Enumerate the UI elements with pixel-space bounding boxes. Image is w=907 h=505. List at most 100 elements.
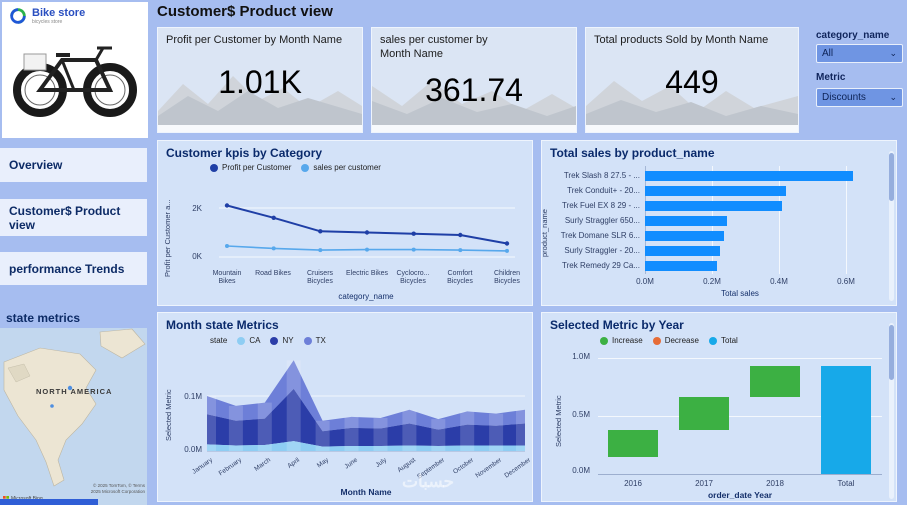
- map-card[interactable]: NORTH AMERICA © 2025 TomTom, © Terms 202…: [0, 328, 147, 505]
- legend-item[interactable]: NY: [270, 336, 294, 345]
- brand-name: Bike store: [32, 7, 86, 19]
- waterfall-bar-2018[interactable]: [750, 366, 800, 397]
- legend-dot: [210, 163, 218, 172]
- legend-item[interactable]: Profit per Customer: [210, 163, 291, 172]
- bar-row[interactable]: Trek Slash 8 27.5 - ...: [547, 168, 887, 183]
- filter-category-label: category_name: [816, 30, 890, 41]
- month-state-legend: state CA NY TX: [210, 336, 326, 345]
- legend-dot: [270, 336, 279, 345]
- nav-item-state-metrics[interactable]: state metrics: [6, 311, 81, 325]
- legend-dot: [708, 336, 717, 345]
- x-tick: 2017: [695, 479, 713, 488]
- bar[interactable]: [645, 200, 783, 211]
- x-category-label: Mountain Bikes: [212, 270, 242, 286]
- kpi-sparkline: [586, 81, 798, 126]
- bar-row[interactable]: Surly Straggler - 20...: [547, 243, 887, 258]
- x-axis-label: Month Name: [340, 487, 392, 497]
- category-dropdown[interactable]: All ⌄: [816, 44, 903, 63]
- chart-title: Total sales by product_name: [550, 146, 715, 160]
- legend-item[interactable]: Total: [708, 336, 738, 345]
- x-tick: Total: [837, 479, 855, 488]
- map-region-label: NORTH AMERICA: [36, 387, 112, 396]
- scrollbar[interactable]: [889, 323, 894, 499]
- kpi-value: 1.01K: [218, 64, 302, 100]
- customer-kpis-card: Customer kpis by Category: [157, 140, 533, 306]
- x-tick: 0.0M: [636, 277, 654, 286]
- x-category-label: Electric Bikes: [345, 270, 388, 277]
- bar[interactable]: [645, 215, 728, 226]
- bar[interactable]: [645, 170, 853, 181]
- kpi-card-total-products[interactable]: Total products Sold by Month Name 449: [585, 27, 799, 133]
- brand-card: Bike store bicycles store: [2, 2, 148, 138]
- legend-dot: [600, 336, 608, 345]
- brand-tagline: bicycles store: [32, 19, 63, 25]
- bar[interactable]: [645, 245, 721, 256]
- chart-title: Customer kpis by Category: [166, 146, 323, 160]
- north-america-map[interactable]: NORTH AMERICA: [0, 328, 147, 505]
- legend-item[interactable]: TX: [303, 336, 326, 345]
- waterfall-bar-2016[interactable]: [608, 430, 658, 457]
- nav-item-overview[interactable]: Overview: [0, 148, 147, 182]
- y-tick: 0.0M: [184, 445, 202, 454]
- legend-item[interactable]: sales per customer: [301, 163, 381, 172]
- chart-title: Selected Metric by Year: [550, 318, 684, 332]
- x-axis-label: order_date Year: [707, 490, 773, 500]
- bar-row[interactable]: Trek Domane SLR 6...: [547, 228, 887, 243]
- customer-kpis-legend: Profit per Customer sales per customer: [210, 163, 381, 172]
- x-tick: 0.4M: [770, 277, 788, 286]
- kpi-value: 361.74: [425, 72, 523, 108]
- brand-swirl-icon: [10, 8, 26, 24]
- bar-row[interactable]: Trek Remedy 29 Ca...: [547, 258, 887, 273]
- bar[interactable]: [645, 230, 724, 241]
- y-tick: 0.0M: [572, 466, 590, 475]
- bar[interactable]: [645, 260, 718, 271]
- waterfall-bar-total[interactable]: [821, 366, 871, 474]
- total-sales-plot[interactable]: Trek Slash 8 27.5 - ... Trek Conduit+ - …: [547, 168, 887, 273]
- kpi-sparkline: [158, 76, 362, 126]
- waterfall-bar-2017[interactable]: [679, 397, 729, 430]
- y-tick: 1.0M: [572, 352, 590, 361]
- y-axis-label: Selected Metric: [164, 389, 173, 441]
- chevron-down-icon: ⌄: [889, 92, 897, 102]
- legend-dot: [237, 336, 246, 345]
- x-category-label: Cruisers Bicycles: [306, 270, 334, 286]
- y-tick: 0.1M: [184, 392, 202, 401]
- legend-item[interactable]: Decrease: [652, 336, 699, 345]
- x-tick: 0.6M: [837, 277, 855, 286]
- y-axis-label: Selected Metric: [554, 395, 563, 447]
- scrollbar-thumb[interactable]: [889, 325, 894, 380]
- kpi-title: Total products Sold by Month Name: [594, 34, 769, 46]
- metric-dropdown[interactable]: Discounts ⌄: [816, 88, 903, 107]
- kpi-title: Profit per Customer by Month Name: [166, 34, 343, 46]
- scrollbar-thumb[interactable]: [889, 153, 894, 201]
- legend-dot: [303, 336, 312, 345]
- bar-row[interactable]: Trek Fuel EX 8 29 - ...: [547, 198, 887, 213]
- month-state-area-chart[interactable]: [207, 358, 525, 453]
- kpi-card-sales-per-customer[interactable]: sales per customer by Month Name 361.74: [371, 27, 577, 133]
- page-title: Customer$ Product view: [157, 3, 333, 20]
- x-tick: 0.2M: [703, 277, 721, 286]
- watermark: حسبات: [402, 472, 454, 491]
- waterfall-plot[interactable]: [598, 356, 882, 476]
- x-axis-label: Total sales: [721, 289, 759, 298]
- nav-item-customer-product-view[interactable]: Customer$ Product view: [0, 199, 147, 236]
- bar[interactable]: [645, 185, 786, 196]
- x-category-label: Comfort Bicycles: [447, 270, 473, 286]
- y-axis-label: Profit per Customer a...: [163, 199, 172, 277]
- scrollbar[interactable]: [889, 151, 894, 301]
- x-tick: 2016: [624, 479, 642, 488]
- legend-item[interactable]: CA: [237, 336, 260, 345]
- kpi-card-profit-per-customer[interactable]: Profit per Customer by Month Name 1.01K: [157, 27, 363, 133]
- x-category-label: Cyclocro... Bicycles: [396, 270, 430, 286]
- kpi-sparkline: [372, 81, 576, 126]
- nav-item-performance-trends[interactable]: performance Trends: [0, 252, 147, 285]
- chart-title: Month state Metrics: [166, 318, 279, 332]
- bar-row[interactable]: Trek Conduit+ - 20...: [547, 183, 887, 198]
- bottom-strip: [0, 499, 98, 505]
- customer-kpis-line-chart[interactable]: [207, 200, 525, 262]
- bar-row[interactable]: Surly Straggler 650...: [547, 213, 887, 228]
- legend-item[interactable]: Increase: [600, 336, 643, 345]
- total-sales-card: Total sales by product_name: [541, 140, 897, 306]
- chevron-down-icon: ⌄: [889, 48, 897, 58]
